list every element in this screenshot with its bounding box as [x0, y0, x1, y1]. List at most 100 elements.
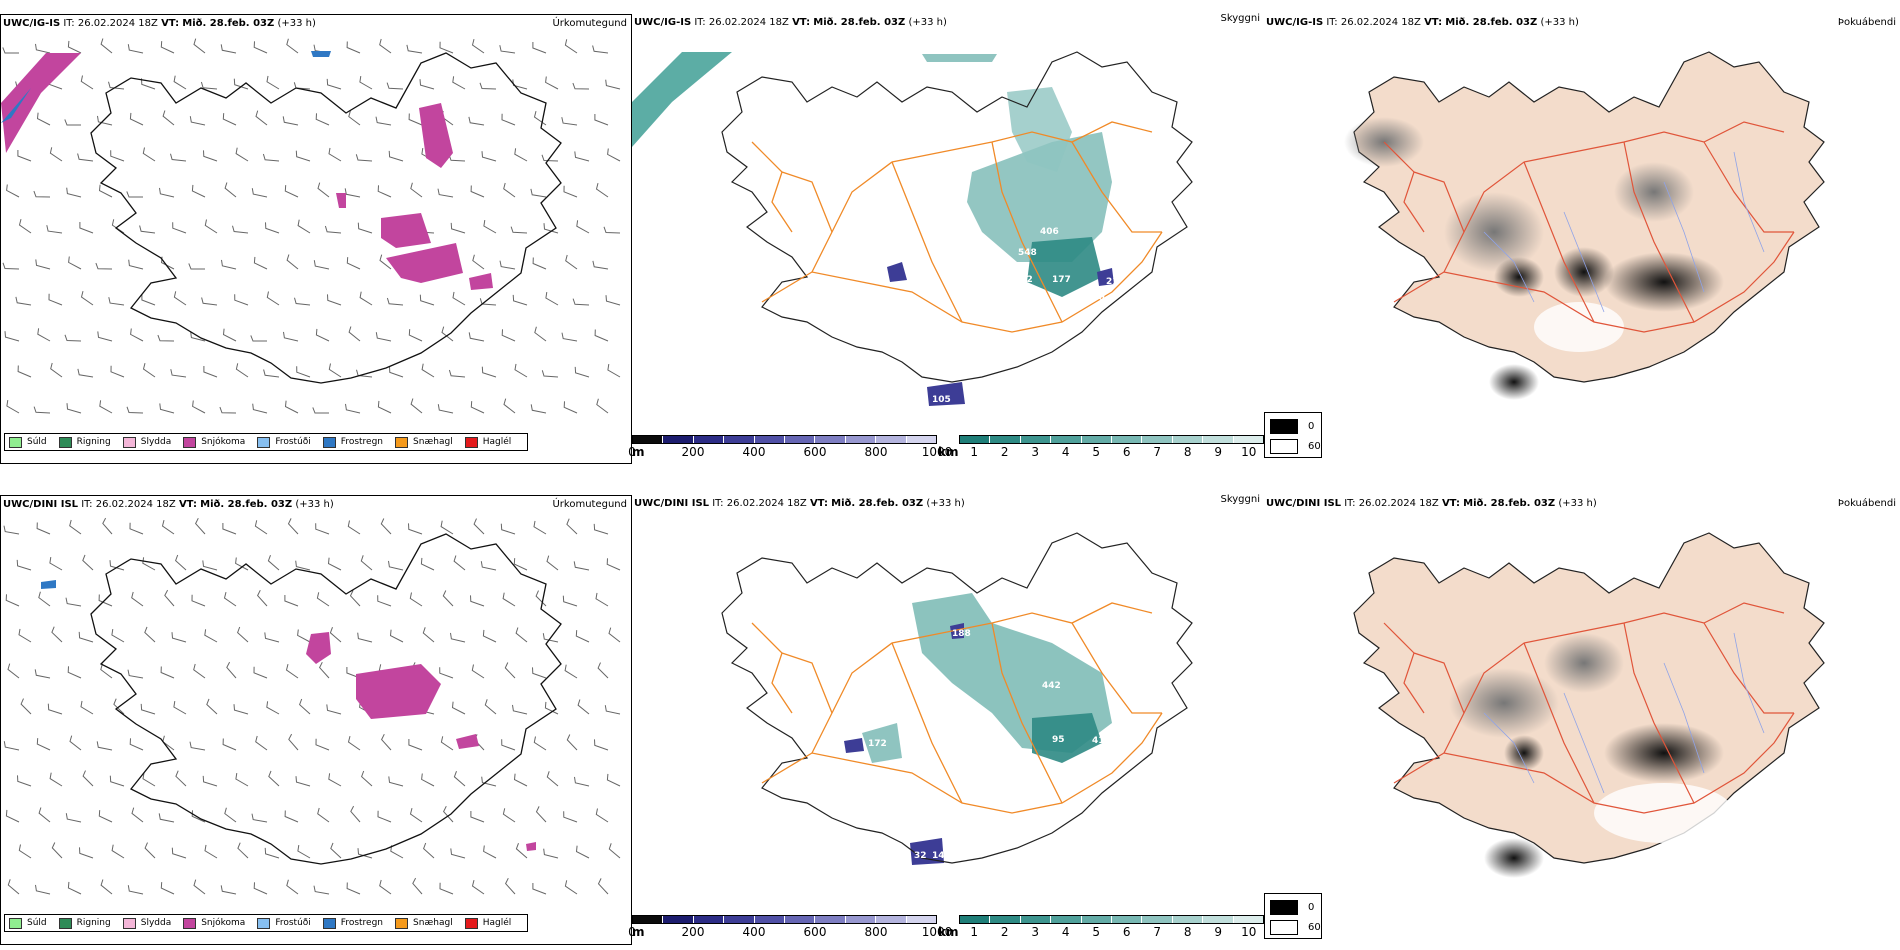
- river-line: [1733, 151, 1765, 253]
- colorbar-step: [845, 436, 877, 443]
- wind-barb: [235, 363, 249, 378]
- vis-label: 14: [932, 851, 945, 861]
- wind-barb: [126, 191, 143, 198]
- river-line: [1663, 181, 1705, 293]
- wind-barb: [481, 151, 497, 162]
- road-line: [781, 652, 833, 714]
- fog-area: [1614, 162, 1694, 222]
- legend-item: Haglél: [464, 436, 511, 448]
- panel-title: Skyggni: [1220, 13, 1260, 24]
- wind-barb: [171, 632, 187, 643]
- colorbar-step: [845, 916, 877, 923]
- wind-barb: [562, 595, 578, 607]
- wind-barb: [295, 150, 311, 162]
- colorbar-tick: 2: [1000, 925, 1009, 939]
- wind-barb: [253, 256, 268, 270]
- wind-barb: [359, 291, 373, 306]
- wind-barb: [264, 847, 280, 859]
- visibility-unit-m: m: [632, 925, 645, 939]
- wind-barb: [564, 880, 578, 895]
- it-label: IT:: [81, 499, 93, 510]
- legend-item: Súld: [9, 917, 47, 929]
- wind-barb: [282, 116, 299, 126]
- colorbar-step: [1051, 436, 1082, 443]
- wind-barb: [316, 592, 330, 607]
- wind-barb: [563, 811, 578, 823]
- wind-barb: [233, 78, 249, 90]
- wind-barb: [379, 254, 392, 270]
- model-name: UWC/IG-IS: [1266, 17, 1324, 28]
- legend-swatch: [395, 436, 409, 448]
- wind-barb: [501, 739, 516, 751]
- wind-barb: [286, 879, 299, 895]
- wind-barb: [108, 81, 125, 90]
- wind-barb: [515, 627, 528, 643]
- wind-barb: [532, 667, 547, 679]
- wind-barb: [409, 807, 423, 823]
- it-value: 26.02.2024 18Z: [1340, 17, 1421, 28]
- wind-barb: [48, 293, 63, 306]
- wind-barb: [375, 332, 392, 342]
- wind-barb: [439, 41, 454, 54]
- wind-barb: [470, 811, 485, 823]
- colorbar-tick: 400: [742, 925, 766, 939]
- wind-barb: [67, 666, 82, 679]
- wind-barb: [563, 185, 578, 198]
- wind-barb: [440, 736, 454, 751]
- wind-barb: [574, 151, 590, 162]
- panel-header: UWC/DINI ISL IT: 26.02.2024 18Z VT: Mið.…: [3, 497, 627, 513]
- wind-barb: [142, 557, 156, 571]
- visibility-unit-km: km: [938, 925, 959, 939]
- fog-area: [1604, 723, 1724, 783]
- river-line: [1483, 712, 1535, 784]
- snow-area: [469, 273, 493, 290]
- wind-barb: [219, 406, 237, 414]
- wind-barb: [483, 220, 497, 234]
- wind-barb: [234, 294, 249, 306]
- wind-barb: [172, 222, 187, 234]
- colorbar-step: [815, 436, 846, 443]
- wind-barb: [286, 254, 299, 270]
- wind-barb: [471, 879, 485, 895]
- wind-barb: [51, 626, 63, 643]
- legend-item: Rigning: [58, 917, 111, 929]
- visibility-colorbar-km: [959, 915, 1264, 924]
- wind-barb: [78, 631, 94, 643]
- colorbar-step: [990, 916, 1021, 923]
- wind-barb: [530, 404, 547, 414]
- wind-barb: [330, 842, 342, 859]
- colorbar-step: [906, 436, 937, 443]
- wind-barb: [299, 698, 311, 715]
- wind-barb: [131, 807, 144, 823]
- wind-barb: [142, 772, 156, 787]
- panel-title: Skyggni: [1220, 494, 1260, 505]
- wind-barb: [450, 848, 466, 859]
- wind-barb: [223, 591, 237, 607]
- fog-legend-item: 60: [1270, 439, 1321, 454]
- fog-area: [1484, 838, 1544, 878]
- wind-barb: [504, 662, 516, 679]
- snow-area: [456, 734, 479, 749]
- wind-barb: [608, 627, 621, 643]
- legend-label: Rigning: [76, 437, 111, 447]
- wind-barb: [284, 400, 299, 414]
- wind-barb: [170, 153, 187, 162]
- model-name: UWC/DINI ISL: [3, 499, 79, 510]
- wind-barb: [224, 182, 237, 198]
- legend-swatch: [322, 917, 336, 929]
- wind-barb: [264, 632, 280, 643]
- road-line: [761, 231, 1163, 333]
- wind-barb: [127, 885, 144, 895]
- wind-barb: [388, 776, 404, 787]
- wind-barb: [100, 663, 113, 679]
- fog-legend-item: 60: [1270, 920, 1321, 935]
- wind-barb: [191, 594, 206, 607]
- wind-barb: [193, 663, 206, 679]
- wind-barb: [250, 335, 267, 342]
- wind-barb: [202, 775, 218, 787]
- colorbar-tick: 6: [1122, 925, 1131, 939]
- legend-item: Frostúði: [257, 917, 311, 929]
- wind-barb: [251, 188, 268, 198]
- visibility-value-labels: 188 442 95 418 172 32 14: [868, 629, 1111, 861]
- wind-barb: [284, 595, 299, 607]
